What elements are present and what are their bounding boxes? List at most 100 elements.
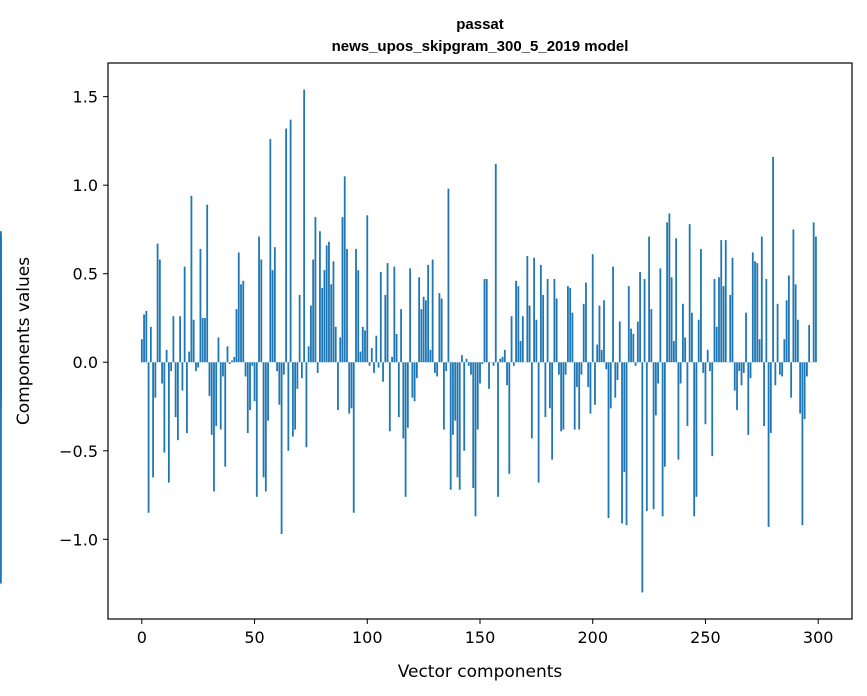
bar xyxy=(695,362,698,497)
bar xyxy=(386,263,389,363)
bar xyxy=(641,362,644,593)
bar xyxy=(339,337,342,363)
bar xyxy=(415,362,418,379)
bar xyxy=(291,362,294,437)
y-tick-label: 0.0 xyxy=(73,353,98,372)
bar xyxy=(749,362,752,379)
bar xyxy=(314,217,317,363)
bar xyxy=(402,362,405,439)
bar xyxy=(742,362,745,373)
bar xyxy=(222,362,224,377)
bar xyxy=(643,279,646,363)
bar xyxy=(666,222,669,363)
bar xyxy=(424,300,427,363)
bar xyxy=(763,362,765,426)
bar xyxy=(156,243,159,363)
bar xyxy=(607,362,610,519)
bar xyxy=(794,284,797,363)
x-tick-label: 200 xyxy=(577,628,608,647)
bar xyxy=(242,280,245,363)
bar xyxy=(434,362,436,373)
bars-group xyxy=(0,89,817,593)
bar xyxy=(303,89,306,363)
bar xyxy=(609,362,612,409)
bar xyxy=(772,156,774,363)
bar xyxy=(352,362,355,513)
bar xyxy=(276,362,278,372)
y-tick-label: −0.5 xyxy=(59,442,98,461)
bar xyxy=(562,362,565,430)
bar xyxy=(282,362,285,375)
bar xyxy=(310,305,312,363)
bar xyxy=(337,362,339,411)
bar xyxy=(233,356,236,363)
bar xyxy=(418,277,421,363)
bar xyxy=(499,358,502,363)
bar xyxy=(546,279,549,363)
x-tick-label: 50 xyxy=(244,628,264,647)
y-axis-label: Components values xyxy=(14,257,34,425)
bar xyxy=(512,362,515,366)
bar xyxy=(492,362,495,366)
bar xyxy=(767,362,770,527)
chart-title: passat xyxy=(456,16,504,33)
bar xyxy=(249,362,251,411)
bar xyxy=(147,362,150,513)
bar xyxy=(357,270,360,363)
bar xyxy=(235,309,238,363)
bar xyxy=(729,294,732,363)
bar xyxy=(346,248,348,363)
bar xyxy=(781,362,784,377)
bar xyxy=(167,362,170,483)
bar xyxy=(751,252,754,363)
bar xyxy=(183,266,186,363)
bar xyxy=(172,316,175,363)
bar xyxy=(582,303,585,363)
bar xyxy=(783,339,786,363)
bar xyxy=(262,362,265,478)
bar xyxy=(774,362,777,386)
bar xyxy=(170,362,173,372)
bar xyxy=(796,319,799,363)
bar xyxy=(652,362,655,510)
bar xyxy=(801,362,804,526)
x-tick-label: 150 xyxy=(465,628,496,647)
bar xyxy=(316,362,319,373)
bar xyxy=(188,351,191,363)
bar xyxy=(494,163,497,363)
bar xyxy=(668,213,671,363)
y-tick-label: −1.0 xyxy=(59,530,98,549)
y-axis-ticks: −1.0 −0.5 0.0 0.5 1.0 1.5 xyxy=(59,88,108,549)
bar xyxy=(483,279,486,363)
y-tick-label: 0.5 xyxy=(73,265,98,284)
bar xyxy=(679,362,682,384)
bar xyxy=(0,362,2,403)
bar xyxy=(718,277,720,363)
bar xyxy=(686,362,689,426)
bar xyxy=(578,362,581,430)
bar xyxy=(603,300,605,363)
bar xyxy=(208,362,211,396)
bar xyxy=(377,362,380,368)
bar xyxy=(650,309,653,363)
bar xyxy=(537,362,540,483)
x-tick-label: 250 xyxy=(690,628,721,647)
bar xyxy=(711,362,714,457)
bar xyxy=(384,294,387,363)
bar xyxy=(580,362,583,375)
bar xyxy=(585,282,587,363)
x-tick-label: 100 xyxy=(352,628,383,647)
bar xyxy=(521,316,524,363)
bar xyxy=(672,341,675,363)
bar xyxy=(361,326,364,363)
bar xyxy=(594,362,596,405)
bar xyxy=(551,362,554,460)
bar xyxy=(600,349,603,363)
x-tick-label: 0 xyxy=(137,628,147,647)
bar xyxy=(312,259,315,363)
bar xyxy=(632,333,635,363)
bar xyxy=(458,362,461,490)
bar xyxy=(564,362,567,375)
bar xyxy=(393,266,396,363)
bar xyxy=(210,362,213,435)
